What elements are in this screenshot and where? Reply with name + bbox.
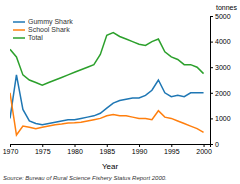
legend-label: Gummy Shark: [28, 18, 73, 26]
x-tick-label: 1990: [132, 148, 148, 155]
y-tick-label: 3000: [215, 64, 231, 71]
legend-swatch: [13, 29, 25, 31]
x-tick: 1975: [35, 144, 51, 155]
legend-item: School Shark: [13, 26, 70, 33]
plot: 1970197519801985199019952000010002000300…: [3, 13, 231, 155]
x-tick-mark: [107, 144, 108, 147]
legend: Gummy SharkSchool SharkTotal: [13, 18, 73, 41]
series-line: [10, 93, 204, 135]
x-tick-label: 1985: [99, 148, 115, 155]
legend-label: Total: [28, 34, 43, 41]
legend-swatch: [13, 21, 25, 23]
x-tick-mark: [139, 144, 140, 147]
source: Source: Bureau of Rural Science Fishery …: [3, 175, 167, 181]
y-tick: 0: [210, 141, 219, 148]
legend-item: Total: [13, 34, 43, 41]
series-line: [10, 75, 204, 125]
y-tick-label: 0: [215, 141, 219, 148]
x-tick-mark: [10, 144, 11, 147]
series-group: [10, 33, 204, 135]
y-tick: 4000: [210, 38, 231, 45]
y-tick-mark: [210, 118, 213, 119]
y-tick-mark: [210, 67, 213, 68]
x-tick: 1985: [99, 144, 115, 155]
y-axis-label: tonnes: [216, 4, 238, 11]
y-tick-label: 4000: [215, 38, 231, 45]
x-tick-label: 1970: [3, 148, 19, 155]
x-tick: 1995: [164, 144, 180, 155]
series-line: [10, 33, 204, 85]
x-tick: 1990: [132, 144, 148, 155]
x-tick-mark: [75, 144, 76, 147]
y-tick-mark: [210, 16, 213, 17]
x-tick-mark: [171, 144, 172, 147]
y-tick: 5000: [210, 13, 231, 20]
x-tick-label: 2000: [196, 148, 212, 155]
chart: 1970197519801985199019952000010002000300…: [0, 0, 240, 184]
y-tick: 2000: [210, 90, 231, 97]
y-axis-line: [211, 17, 214, 145]
legend-item: Gummy Shark: [13, 18, 73, 26]
legend-swatch: [13, 37, 25, 39]
y-tick-mark: [210, 93, 213, 94]
x-tick-mark: [42, 144, 43, 147]
x-axis-line: [11, 145, 211, 148]
legend-label: School Shark: [28, 26, 70, 33]
x-axis: 1970 1975 1980 1985 1990 1995 2000: [3, 144, 212, 155]
x-tick-label: 1980: [67, 148, 83, 155]
x-tick-mark: [204, 144, 205, 147]
x-axis-label: Year: [102, 162, 119, 171]
x-tick: 1980: [67, 144, 83, 155]
y-tick-mark: [210, 144, 213, 145]
y-tick-label: 2000: [215, 90, 231, 97]
x-tick-label: 1995: [164, 148, 180, 155]
y-tick: 1000: [210, 115, 231, 122]
y-tick-label: 1000: [215, 115, 231, 122]
y-tick-mark: [210, 42, 213, 43]
x-tick: 1970: [3, 144, 19, 155]
x-tick: 2000: [196, 144, 212, 155]
x-tick-label: 1975: [35, 148, 51, 155]
y-tick: 3000: [210, 64, 231, 71]
y-tick-label: 5000: [215, 13, 231, 20]
y-axis: 0 1000 2000 3000 4000 5000: [210, 13, 231, 148]
